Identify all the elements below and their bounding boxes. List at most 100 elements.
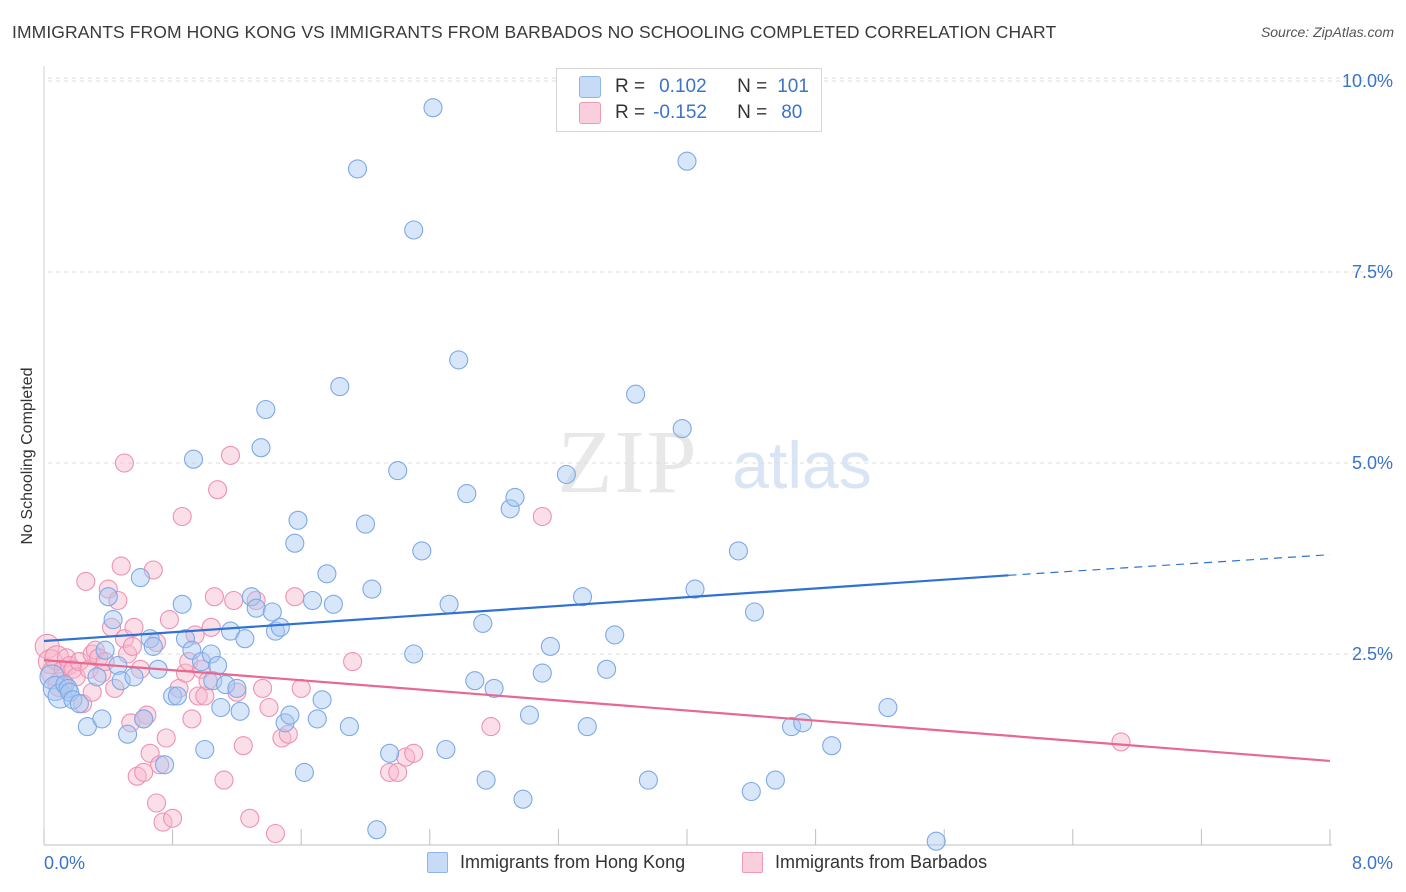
x-tick-label-max: 8.0%	[1352, 853, 1393, 873]
hong-kong-point	[262, 602, 282, 622]
barbados-point	[163, 808, 183, 828]
barbados-point	[172, 506, 192, 527]
barbados-point	[159, 610, 179, 630]
hong-kong-point	[513, 789, 533, 809]
series-swatch-pink	[742, 852, 763, 873]
hong-kong-point	[246, 598, 266, 618]
barbados-point	[195, 686, 215, 706]
hong-kong-point	[227, 678, 247, 698]
tick-labels: 2.5% 5.0% 7.5% 10.0% 0.0% 8.0%	[44, 71, 1393, 873]
hong-kong-point	[822, 736, 842, 756]
barbados-point	[404, 743, 424, 763]
barbados-point	[108, 590, 128, 611]
legend-row-barbados: R = -0.152 N = 80	[579, 102, 802, 124]
barbados-point	[233, 736, 253, 756]
y-tick-label: 2.5%	[1352, 644, 1393, 664]
barbados-point	[265, 823, 286, 844]
hong-kong-point	[195, 739, 215, 760]
barbados-point	[388, 762, 408, 782]
hong-kong-point	[280, 705, 300, 725]
barbados-point	[380, 762, 400, 782]
barbados-point	[220, 445, 241, 465]
hong-kong-point	[728, 541, 748, 561]
hong-kong-point	[638, 770, 658, 790]
hong-kong-point	[388, 461, 408, 481]
barbados-point	[224, 590, 244, 611]
hong-kong-point	[672, 419, 692, 439]
hong-kong-point	[317, 564, 337, 584]
legend-swatch-pink	[579, 102, 601, 124]
hong-kong-point	[465, 671, 485, 691]
hong-kong-points	[39, 98, 946, 851]
hong-kong-point	[241, 587, 261, 607]
hong-kong-point	[355, 514, 376, 534]
hong-kong-point	[793, 713, 813, 733]
barbados-point	[124, 617, 144, 637]
barbados-point	[291, 678, 311, 698]
hong-kong-point	[323, 594, 343, 614]
barbados-point	[111, 556, 131, 576]
hong-kong-point	[103, 610, 123, 630]
series-legend-barbados[interactable]: Immigrants from Barbados	[742, 852, 987, 873]
hong-kong-point	[216, 675, 236, 695]
barbados-point	[134, 762, 154, 782]
series-legend-hong-kong[interactable]: Immigrants from Hong Kong	[427, 852, 685, 873]
hong-kong-point	[677, 151, 697, 171]
hong-kong-point	[626, 384, 646, 404]
barbados-point	[175, 663, 196, 683]
barbados-point	[343, 652, 363, 672]
chart-title: IMMIGRANTS FROM HONG KONG VS IMMIGRANTS …	[12, 22, 1057, 42]
barbados-point	[285, 587, 305, 607]
hong-kong-point	[439, 594, 459, 614]
hong-kong-point	[155, 755, 175, 775]
hong-kong-point	[362, 579, 382, 599]
hong-kong-point	[302, 590, 323, 611]
hong-kong-point	[744, 602, 765, 622]
barbados-point	[188, 686, 208, 706]
y-tick-label: 7.5%	[1352, 262, 1393, 282]
series-label-barbados: Immigrants from Barbados	[775, 852, 988, 872]
legend-n-value: 101	[777, 76, 809, 97]
hong-kong-point	[312, 690, 332, 710]
hong-kong-point	[208, 655, 228, 676]
hong-kong-point	[436, 739, 456, 760]
hong-kong-point	[457, 484, 477, 504]
hong-kong-point	[235, 629, 255, 649]
barbados-point	[146, 793, 167, 813]
barbados-point	[121, 713, 141, 733]
hong-kong-point	[167, 686, 187, 706]
barbados-point	[182, 709, 202, 729]
legend-n-label: N =	[737, 76, 768, 97]
hong-kong-point	[404, 644, 424, 664]
barbados-trend-line	[43, 659, 1331, 763]
barbados-point	[481, 717, 501, 737]
hong-kong-point	[404, 220, 424, 240]
hong-kong-point	[251, 438, 271, 458]
hong-kong-point	[183, 449, 204, 469]
barbados-points	[34, 445, 1131, 844]
hong-kong-point	[134, 709, 154, 729]
barbados-point	[156, 728, 176, 748]
legend-n-label: N =	[737, 102, 768, 123]
hong-kong-point	[540, 636, 560, 656]
barbados-point	[1111, 732, 1131, 752]
hong-kong-point	[741, 781, 761, 802]
hong-kong-point	[285, 533, 305, 553]
hong-kong-point	[926, 831, 946, 851]
legend-r-label: R =	[615, 102, 646, 123]
hong-kong-trend-extension	[1008, 554, 1331, 576]
hong-kong-point	[230, 701, 250, 721]
hong-kong-point	[95, 640, 115, 660]
barbados-point	[214, 770, 234, 790]
hong-kong-point	[878, 697, 898, 718]
hong-kong-point	[519, 705, 540, 725]
hong-kong-point	[505, 487, 525, 507]
hong-kong-point	[423, 98, 443, 118]
hong-kong-point	[367, 820, 387, 840]
hong-kong-point	[765, 770, 785, 790]
hong-kong-point	[201, 644, 221, 664]
barbados-point	[122, 636, 142, 656]
hong-kong-point	[484, 678, 504, 698]
hong-kong-point	[597, 659, 617, 679]
